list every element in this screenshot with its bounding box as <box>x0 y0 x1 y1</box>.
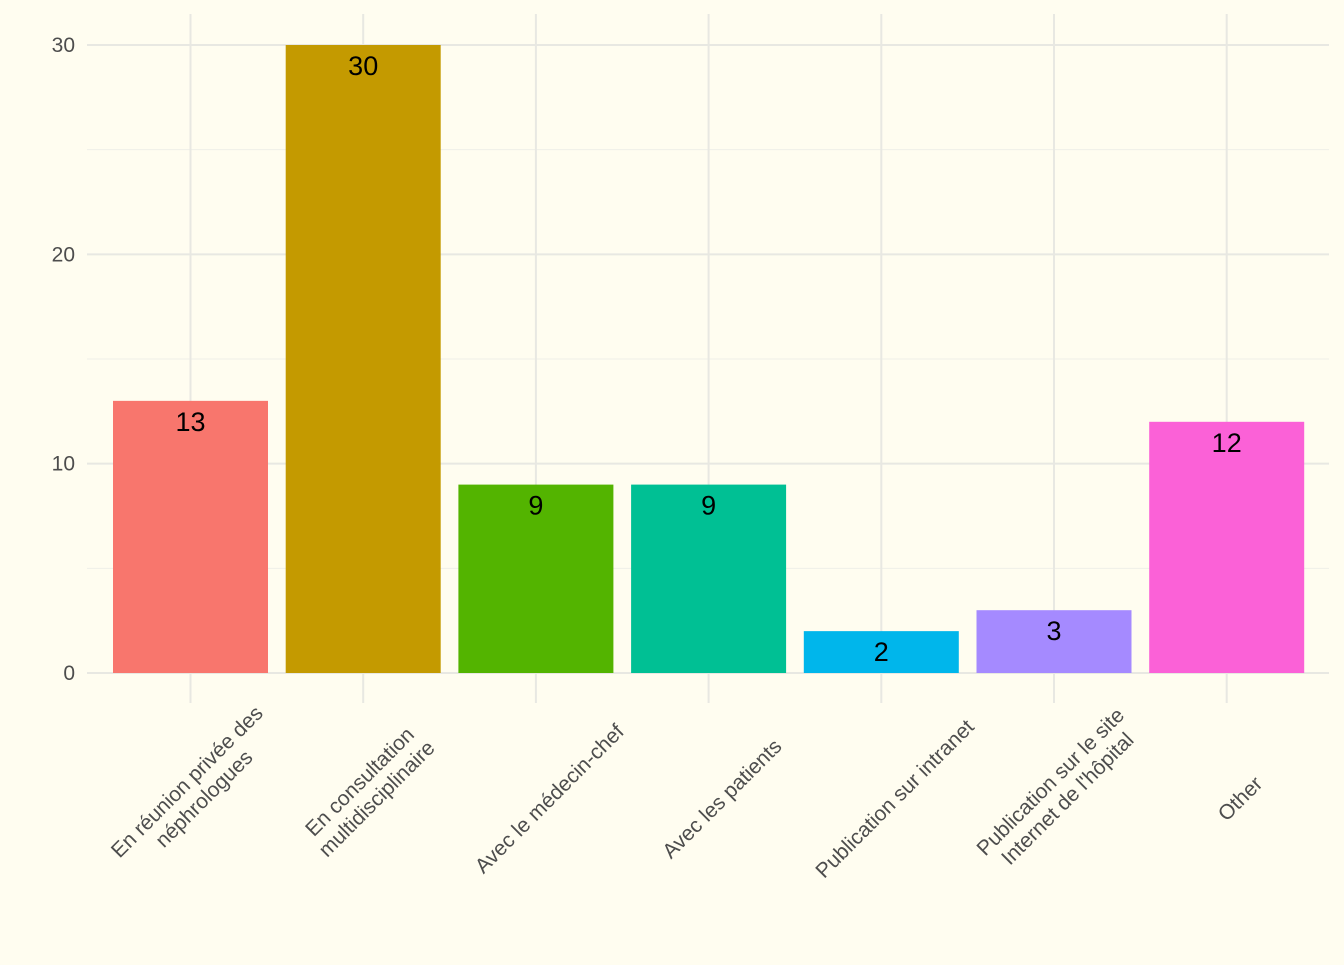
x-tick-label: En consultationmultidisciplinaire <box>297 719 439 861</box>
bar-value-label: 9 <box>701 491 716 521</box>
x-axis: En réunion privée desnéphrologues En cons… <box>107 702 1267 883</box>
y-tick-label: 20 <box>52 243 75 266</box>
y-tick-label: 0 <box>63 662 75 685</box>
bars-layer <box>113 45 1305 673</box>
bar <box>631 484 787 673</box>
svg-text:En consultationmultidisciplina: En consultationmultidisciplinaire <box>297 719 439 861</box>
bar-value-label: 3 <box>1046 616 1061 646</box>
x-tick-label: Other <box>1214 772 1267 825</box>
svg-text:Publication sur le siteInterne: Publication sur le siteInternet de l'hôp… <box>973 704 1147 878</box>
bar-value-label: 12 <box>1212 428 1242 458</box>
x-tick-label: Publication sur intranet <box>811 715 978 882</box>
x-tick-label: Avec le médecin-chef <box>471 720 629 878</box>
svg-text:Publication sur intranet: Publication sur intranet <box>811 715 978 882</box>
bar <box>803 631 959 673</box>
y-tick-label: 10 <box>52 453 75 476</box>
bar <box>458 484 614 673</box>
bar-value-label: 13 <box>175 407 205 437</box>
bar <box>976 610 1132 673</box>
x-tick-label: Avec les patients <box>658 735 786 863</box>
svg-text:Other: Other <box>1214 772 1267 825</box>
bar-value-label: 30 <box>348 51 378 81</box>
svg-text:En réunion privée desnéphrolog: En réunion privée desnéphrologues <box>107 702 285 880</box>
y-axis: 0 10 20 30 <box>52 34 75 685</box>
bar-value-labels: 13 30 9 9 2 3 12 <box>175 51 1241 667</box>
bar-value-label: 2 <box>874 637 889 667</box>
svg-text:Avec le médecin-chef: Avec le médecin-chef <box>471 720 629 878</box>
bar-value-label: 9 <box>528 491 543 521</box>
bar <box>113 400 268 673</box>
bar <box>1149 421 1305 673</box>
bar <box>285 45 441 673</box>
x-tick-label: En réunion privée desnéphrologues <box>107 702 285 880</box>
svg-text:Avec les patients: Avec les patients <box>658 735 786 863</box>
y-tick-label: 30 <box>52 34 75 57</box>
x-tick-label: Publication sur le siteInternet de l'hôp… <box>973 704 1147 878</box>
